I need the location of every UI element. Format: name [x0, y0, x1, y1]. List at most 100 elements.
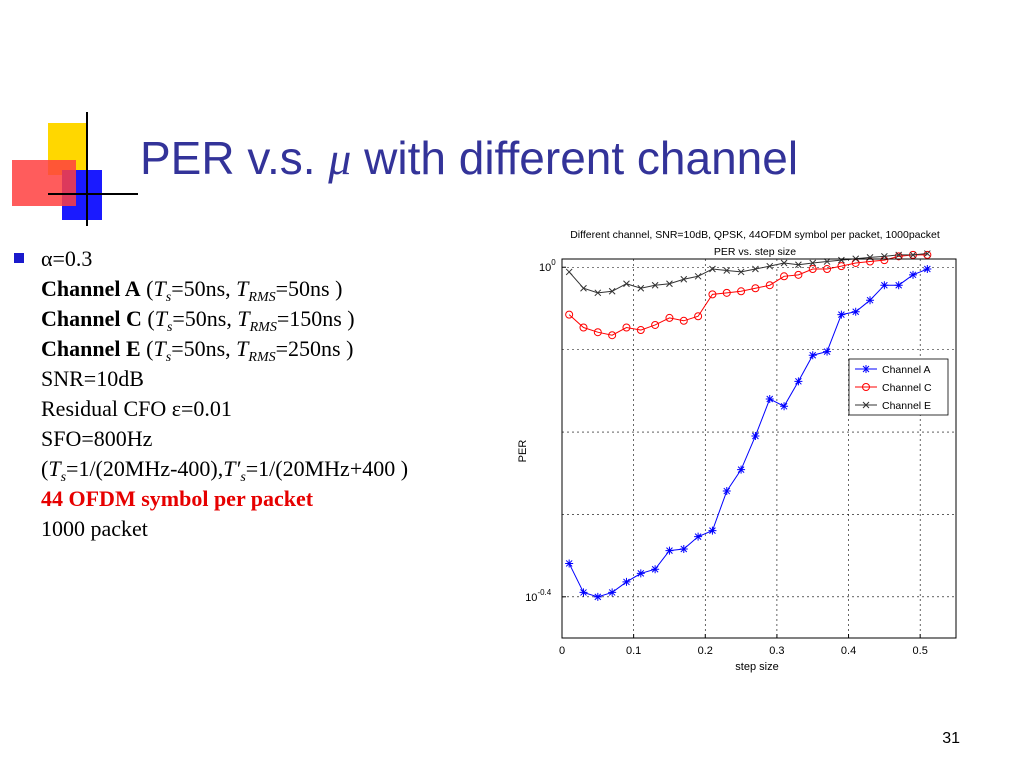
per-chart: Different channel, SNR=10dB, QPSK, 44OFD…: [517, 229, 957, 673]
data-point-channel-c: [722, 288, 731, 297]
channel-a-trms: T: [236, 276, 249, 301]
data-point-channel-e: [881, 252, 888, 260]
channel-c-trms-val: =150ns ): [276, 306, 355, 331]
data-point-channel-a: [593, 592, 602, 601]
series-channel-a: [565, 265, 932, 601]
page-number: 31: [942, 730, 960, 747]
y-ticks: 100 10-0.4: [525, 258, 566, 604]
data-point-channel-e: [594, 289, 602, 297]
y-axis-label: PER: [517, 440, 529, 463]
data-point-channel-c: [694, 312, 703, 321]
x-tick-label: 0.2: [698, 645, 713, 657]
data-point-channel-a: [737, 465, 746, 474]
data-point-channel-e: [737, 268, 745, 276]
channel-c-name: Channel C: [41, 306, 142, 331]
data-point-channel-a: [880, 281, 889, 290]
sampling-t2: T′: [223, 456, 241, 481]
data-point-channel-e: [838, 256, 845, 264]
deco-red-square: [12, 160, 76, 206]
x-tick-label: 0.3: [769, 645, 784, 657]
data-point-channel-c: [679, 316, 688, 325]
series-line-channel-c: [568, 254, 928, 336]
data-point-channel-e: [580, 284, 587, 292]
data-point-channel-c: [636, 326, 645, 335]
data-point-channel-a: [622, 577, 631, 586]
data-point-channel-a: [837, 310, 846, 319]
chart-series: [565, 250, 932, 601]
data-point-channel-a: [808, 351, 817, 360]
sampling-t1-sub: s: [60, 470, 67, 485]
channel-e-trms-val: =250ns ): [275, 336, 354, 361]
channel-e-name: Channel E: [41, 336, 141, 361]
data-point-channel-a: [780, 402, 789, 411]
channel-e-trms-sub: RMS: [248, 350, 276, 365]
data-point-channel-a: [866, 296, 875, 305]
legend-marker-channel-a: [862, 365, 870, 373]
data-point-channel-c: [923, 250, 932, 259]
data-point-channel-c: [751, 284, 760, 293]
data-point-channel-e: [694, 272, 702, 280]
sampling-line: (Ts=1/(20MHz-400),T′s=1/(20MHz+400 ): [41, 454, 408, 485]
data-point-channel-a: [751, 431, 760, 440]
data-point-channel-e: [780, 259, 788, 267]
data-point-channel-a: [665, 546, 674, 555]
data-point-channel-a: [565, 559, 574, 568]
series-channel-c: [565, 250, 932, 340]
data-point-channel-a: [608, 588, 617, 597]
sampling-t1-val: =1/(20MHz-400),: [66, 456, 224, 481]
title-text-before: PER v.s.: [140, 132, 329, 184]
chart-grid: [562, 259, 956, 638]
data-point-channel-a: [722, 487, 731, 496]
channel-c-trms: T: [237, 306, 250, 331]
channel-e-open: (: [140, 336, 154, 361]
data-point-channel-a: [708, 526, 717, 535]
data-point-channel-e: [766, 262, 774, 270]
data-point-channel-a: [679, 545, 688, 554]
data-point-channel-a: [579, 588, 588, 597]
data-point-channel-c: [579, 323, 588, 332]
packets-line: 1000 packet: [41, 516, 148, 541]
data-point-channel-c: [665, 313, 674, 322]
data-point-channel-a: [636, 569, 645, 578]
data-point-channel-e: [823, 258, 831, 265]
y-tick-label: 10-0.4: [525, 588, 552, 604]
channel-a-trms-val: =50ns ): [275, 276, 343, 301]
data-point-channel-a: [823, 347, 832, 356]
data-point-channel-a: [794, 377, 803, 386]
x-tick-label: 0: [559, 645, 565, 657]
data-point-channel-c: [737, 287, 746, 296]
snr-line: SNR=10dB: [41, 366, 144, 391]
data-point-channel-c: [894, 252, 903, 261]
channel-c-ts-val: =50ns,: [172, 306, 238, 331]
title-text-after: with different channel: [351, 132, 799, 184]
legend-label-channel-e: Channel E: [882, 400, 931, 412]
x-tick-label: 0.4: [841, 645, 856, 657]
data-point-channel-c: [765, 281, 774, 290]
legend-marker-channel-c: [862, 383, 870, 391]
cfo-line: Residual CFO ε=0.01: [41, 396, 232, 421]
data-point-channel-e: [637, 284, 645, 292]
channel-c-trms-sub: RMS: [249, 320, 277, 335]
sampling-t1: T: [48, 456, 61, 481]
channel-c-line: Channel C (Ts=50ns, TRMS=150ns ): [41, 304, 408, 335]
data-point-channel-a: [894, 281, 903, 290]
channel-c-ts-sub: s: [166, 320, 173, 335]
data-point-channel-c: [808, 265, 817, 274]
bullet-marker: [14, 253, 24, 263]
channel-e-line: Channel E (Ts=50ns, TRMS=250ns ): [41, 334, 408, 365]
chart-subtitle: PER vs. step size: [714, 246, 796, 258]
slide-title: PER v.s. μ with different channel: [140, 128, 798, 189]
data-point-channel-e: [895, 251, 903, 259]
channel-a-line: Channel A (Ts=50ns, TRMS=50ns ): [41, 274, 408, 305]
channel-e-ts: T: [153, 336, 166, 361]
data-point-channel-e: [923, 250, 931, 257]
legend-label-channel-a: Channel A: [882, 364, 930, 376]
title-mu-symbol: μ: [328, 133, 352, 184]
alpha-line: α=0.3: [41, 246, 93, 271]
series-channel-e: [565, 250, 931, 297]
data-point-channel-e: [909, 251, 917, 259]
data-point-channel-c: [794, 270, 803, 279]
channel-a-name: Channel A: [41, 276, 141, 301]
data-point-channel-a: [923, 265, 932, 274]
data-point-channel-e: [623, 280, 630, 288]
